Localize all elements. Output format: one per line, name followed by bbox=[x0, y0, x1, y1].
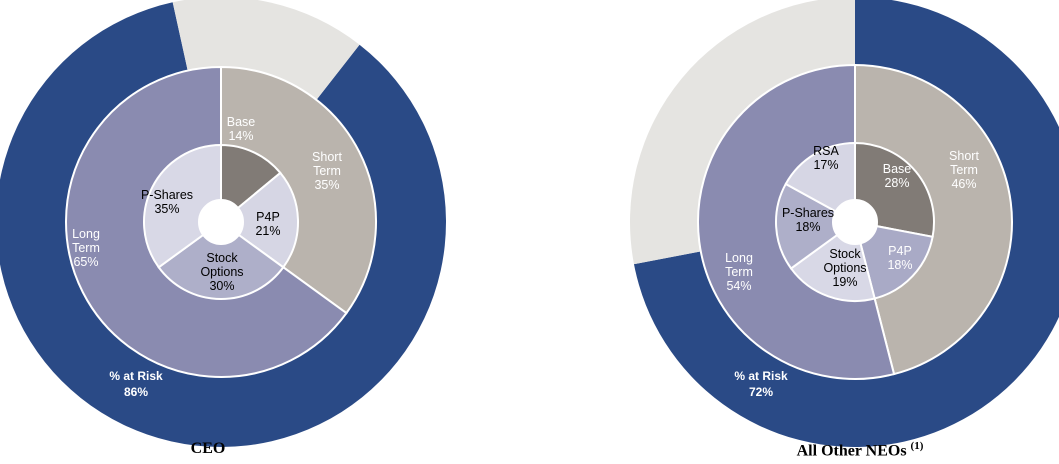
donut-chart-1: % at Risk 72% Short Term 46% Long Term 54% Base 2… bbox=[630, 0, 1059, 447]
label-middle-long-term: Long Term 65% bbox=[72, 227, 100, 269]
label-inner-p-shares: P-Shares 35% bbox=[141, 188, 193, 216]
chart-title-ceo: CEO bbox=[191, 440, 226, 458]
donut-chart-0: % at Risk 86% Short Term 35% Long Term 65% Base 1… bbox=[0, 0, 446, 447]
label-middle-short-term: Short Term 35% bbox=[312, 150, 342, 192]
label-outer-at-risk: % at Risk 86% bbox=[109, 369, 163, 399]
label-inner-base: Base 14% bbox=[227, 115, 256, 143]
slice-inner-p-shares bbox=[143, 143, 222, 269]
label-inner-p4p: P4P 18% bbox=[887, 244, 912, 272]
chart-title-neo: All Other NEOs (1) bbox=[797, 440, 924, 460]
slice-inner-stock-options bbox=[157, 220, 285, 300]
label-inner-p4p: P4P 21% bbox=[255, 210, 280, 238]
slice-inner-p4p bbox=[219, 171, 299, 269]
chart-title-neo-text: All Other NEOs bbox=[796, 442, 907, 460]
label-inner-stock-options: Stock Options 30% bbox=[200, 251, 243, 293]
slice-inner-base bbox=[220, 143, 282, 225]
chart-title-ceo-text: CEO bbox=[190, 440, 226, 457]
slice-inner-p4p bbox=[853, 220, 934, 300]
label-middle-short-term: Short Term 46% bbox=[949, 149, 979, 191]
label-inner-stock-options: Stock Options 19% bbox=[823, 247, 866, 289]
label-inner-base: Base 28% bbox=[883, 162, 912, 190]
slice-middle-short-term bbox=[220, 65, 377, 315]
label-middle-long-term: Long Term 54% bbox=[725, 251, 753, 293]
label-inner-p-shares: P-Shares 18% bbox=[782, 206, 834, 234]
slice-inner-p-shares bbox=[775, 182, 857, 270]
slice-inner-rsa bbox=[784, 141, 856, 224]
center-hole bbox=[832, 199, 878, 245]
center-hole bbox=[198, 199, 244, 245]
label-inner-rsa: RSA 17% bbox=[813, 144, 839, 172]
chart-title-neo-footnote: (1) bbox=[910, 440, 924, 452]
label-outer-at-risk: % at Risk 72% bbox=[734, 369, 788, 399]
